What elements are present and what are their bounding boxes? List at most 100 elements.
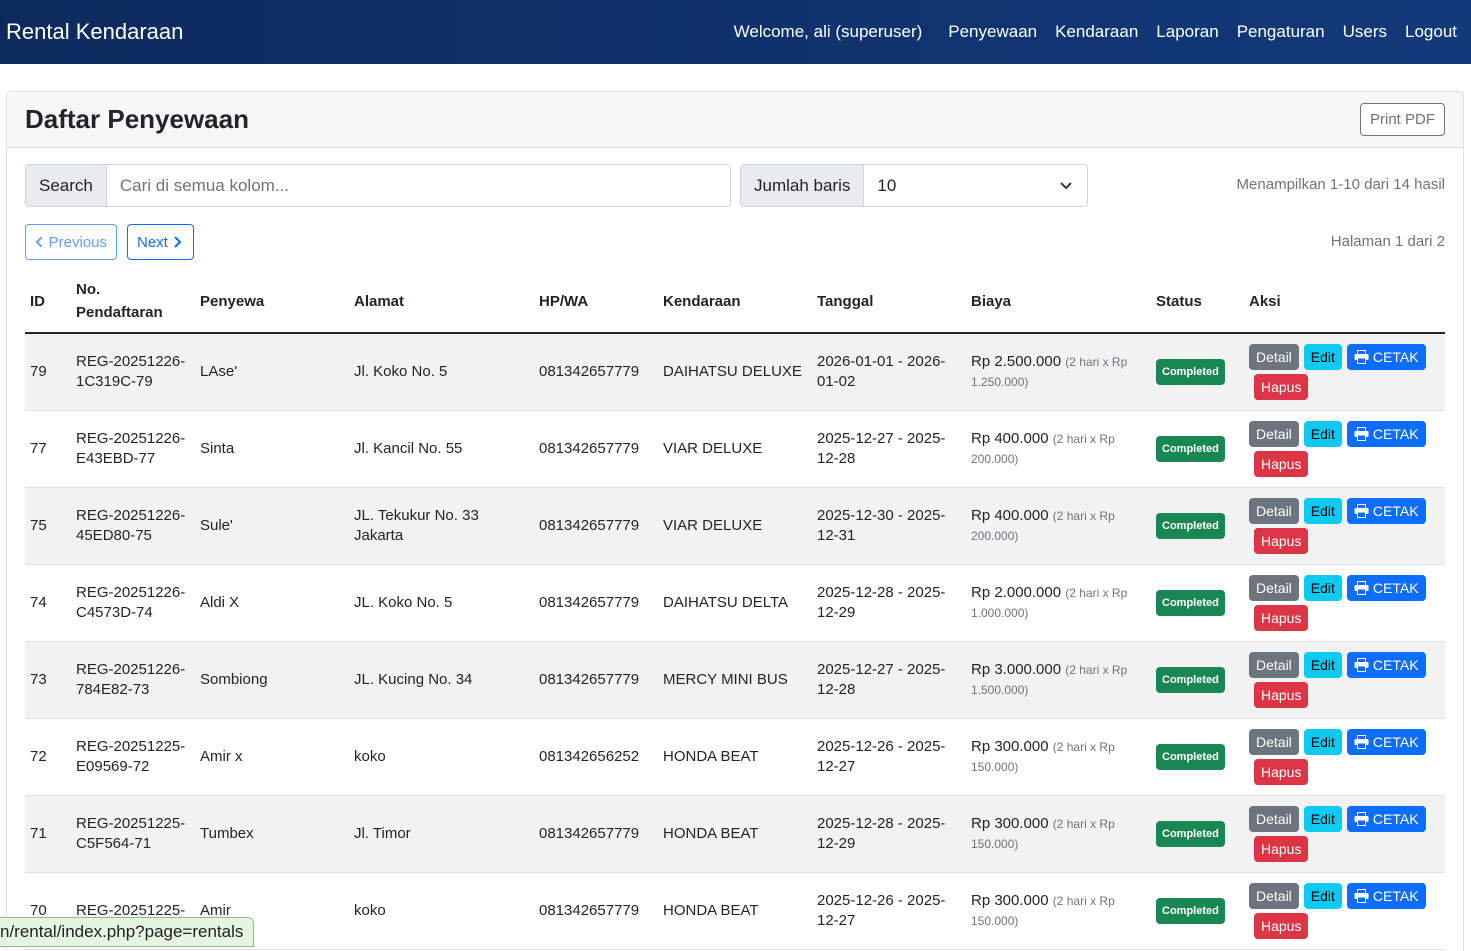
nav-link-users[interactable]: Users	[1342, 22, 1387, 41]
previous-page-button[interactable]: Previous	[25, 224, 117, 260]
edit-button[interactable]: Edit	[1303, 420, 1342, 447]
cell-alamat: Jl. Timor	[349, 795, 534, 873]
biaya-total: Rp 300.000	[971, 737, 1049, 755]
cell-aksi: Detail Edit CETAK Hapus	[1244, 641, 1445, 719]
filter-toolbar: Search Jumlah baris 10 Menampilkan 1-10 …	[25, 164, 1445, 207]
hapus-button[interactable]: Hapus	[1254, 835, 1309, 862]
cell-id: 74	[25, 564, 71, 642]
print-pdf-button[interactable]: Print PDF	[1359, 103, 1445, 136]
cell-status: Completed	[1151, 333, 1244, 411]
action-buttons: Detail Edit CETAK Hapus	[1249, 882, 1439, 939]
cetak-label: CETAK	[1372, 348, 1419, 365]
edit-button[interactable]: Edit	[1303, 497, 1342, 524]
detail-button[interactable]: Detail	[1249, 497, 1299, 524]
cell-hp: 081342657779	[534, 487, 658, 565]
edit-button[interactable]: Edit	[1303, 574, 1342, 601]
cell-aksi: Detail Edit CETAK Hapus	[1244, 718, 1445, 796]
status-badge: Completed	[1156, 666, 1225, 693]
edit-button[interactable]: Edit	[1303, 343, 1342, 370]
cell-aksi: Detail Edit CETAK Hapus	[1244, 410, 1445, 488]
detail-button[interactable]: Detail	[1249, 420, 1299, 447]
action-buttons: Detail Edit CETAK Hapus	[1249, 651, 1439, 708]
cell-kendaraan: HONDA BEAT	[658, 718, 812, 796]
printer-icon	[1354, 580, 1369, 595]
col-header-hp-wa: HP/WA	[534, 270, 658, 334]
col-header-penyewa: Penyewa	[195, 270, 349, 334]
cell-biaya: Rp 300.000 (2 hari x Rp 150.000)	[966, 872, 1151, 950]
table-row: 73 REG-20251226-784E82-73 Sombiong JL. Kuci…	[25, 641, 1445, 719]
table-row: 77 REG-20251226-E43EBD-77 Sinta Jl. Kancil …	[25, 410, 1445, 488]
printer-icon	[1354, 503, 1369, 518]
action-buttons: Detail Edit CETAK Hapus	[1249, 574, 1439, 631]
col-header-alamat: Alamat	[349, 270, 534, 334]
cell-id: 71	[25, 795, 71, 873]
cetak-button[interactable]: CETAK	[1346, 574, 1426, 601]
rows-per-page-value: 10	[877, 175, 897, 195]
next-page-button[interactable]: Next	[127, 224, 194, 260]
cell-status: Completed	[1151, 872, 1244, 950]
cell-tanggal: 2025-12-28 - 2025-12-29	[812, 795, 966, 873]
card-header: Daftar Penyewaan Print PDF	[7, 92, 1463, 148]
cell-kendaraan: DAIHATSU DELTA	[658, 564, 812, 642]
nav-link-penyewaan[interactable]: Penyewaan	[948, 22, 1038, 41]
rental-list-card: Daftar Penyewaan Print PDF Search Jumlah…	[6, 91, 1464, 951]
rental-table: ID No. Pendaftaran Penyewa Alamat HP/WA …	[25, 270, 1445, 950]
cell-biaya: Rp 3.000.000 (2 hari x Rp 1.500.000)	[966, 641, 1151, 719]
nav-link-pengaturan[interactable]: Pengaturan	[1236, 22, 1325, 41]
printer-icon	[1354, 657, 1369, 672]
cell-tanggal: 2025-12-27 - 2025-12-28	[812, 410, 966, 488]
detail-button[interactable]: Detail	[1249, 805, 1299, 832]
printer-icon	[1354, 734, 1369, 749]
brand-logo[interactable]: Rental Kendaraan	[6, 19, 184, 44]
cetak-button[interactable]: CETAK	[1346, 805, 1426, 832]
table-row: 70 REG-20251225- Amir koko 081342657779 HONDA…	[25, 872, 1445, 950]
hapus-button[interactable]: Hapus	[1254, 604, 1309, 631]
detail-button[interactable]: Detail	[1249, 574, 1299, 601]
cetak-button[interactable]: CETAK	[1346, 651, 1426, 678]
cetak-button[interactable]: CETAK	[1346, 728, 1426, 755]
cell-id: 75	[25, 487, 71, 565]
nav-link-laporan[interactable]: Laporan	[1156, 22, 1219, 41]
detail-button[interactable]: Detail	[1249, 343, 1299, 370]
cell-alamat: Jl. Kancil No. 55	[349, 410, 534, 488]
col-header-id: ID	[25, 270, 71, 334]
rows-per-page-select[interactable]: 10	[864, 165, 1087, 206]
cell-status: Completed	[1151, 410, 1244, 488]
edit-button[interactable]: Edit	[1303, 651, 1342, 678]
cell-status: Completed	[1151, 487, 1244, 565]
cell-alamat: Jl. Koko No. 5	[349, 333, 534, 411]
detail-button[interactable]: Detail	[1249, 651, 1299, 678]
cetak-button[interactable]: CETAK	[1346, 343, 1426, 370]
cetak-button[interactable]: CETAK	[1346, 882, 1426, 909]
edit-button[interactable]: Edit	[1303, 882, 1342, 909]
table-body: 79 REG-20251226-1C319C-79 LAse' Jl. Koko No…	[25, 333, 1445, 950]
cetak-button[interactable]: CETAK	[1346, 497, 1426, 524]
cell-tanggal: 2025-12-28 - 2025-12-29	[812, 564, 966, 642]
cetak-button[interactable]: CETAK	[1346, 420, 1426, 447]
nav-link-logout[interactable]: Logout	[1405, 22, 1457, 41]
action-buttons: Detail Edit CETAK Hapus	[1249, 497, 1439, 554]
hapus-button[interactable]: Hapus	[1254, 373, 1309, 400]
hapus-button[interactable]: Hapus	[1254, 450, 1309, 477]
hapus-button[interactable]: Hapus	[1254, 912, 1309, 939]
printer-icon	[1354, 349, 1369, 364]
detail-button[interactable]: Detail	[1249, 882, 1299, 909]
hapus-button[interactable]: Hapus	[1254, 527, 1309, 554]
hapus-button[interactable]: Hapus	[1254, 681, 1309, 708]
biaya-detail: (2 hari x Rp 200.000)	[971, 508, 1115, 543]
edit-button[interactable]: Edit	[1303, 805, 1342, 832]
cell-aksi: Detail Edit CETAK Hapus	[1244, 872, 1445, 950]
cetak-label: CETAK	[1372, 887, 1419, 904]
cell-reg: REG-20251226-C4573D-74	[71, 564, 195, 642]
cell-kendaraan: DAIHATSU DELUXE	[658, 333, 812, 411]
search-input[interactable]	[106, 165, 730, 206]
nav-link-kendaraan[interactable]: Kendaraan	[1055, 22, 1139, 41]
edit-button[interactable]: Edit	[1303, 728, 1342, 755]
table-row: 71 REG-20251225-C5F564-71 Tumbex Jl. Timor 0…	[25, 795, 1445, 873]
col-header-kendaraan: Kendaraan	[658, 270, 812, 334]
status-badge: Completed	[1156, 512, 1225, 539]
hapus-button[interactable]: Hapus	[1254, 758, 1309, 785]
detail-button[interactable]: Detail	[1249, 728, 1299, 755]
cell-tanggal: 2026-01-01 - 2026-01-02	[812, 333, 966, 411]
col-header-no-pendaftaran: No. Pendaftaran	[71, 270, 195, 334]
